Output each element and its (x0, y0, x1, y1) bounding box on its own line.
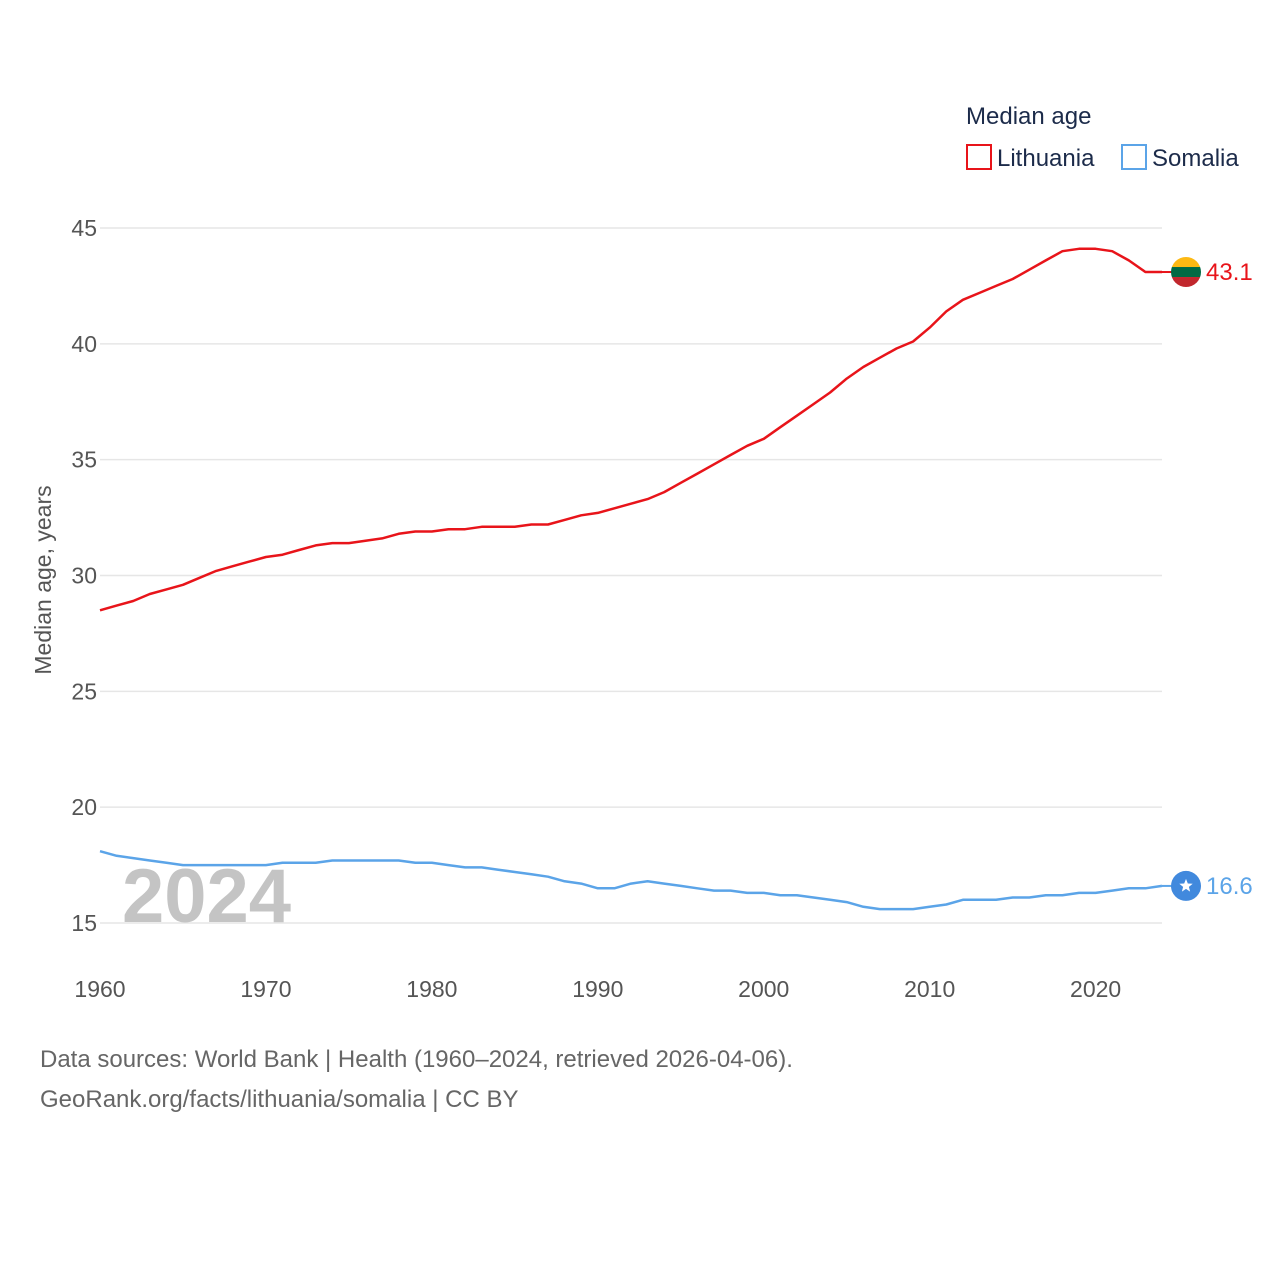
x-tick-label: 2000 (738, 976, 789, 1002)
legend-item-somalia[interactable]: Somalia (1121, 144, 1239, 172)
footer: Data sources: World Bank | Health (1960–… (40, 1040, 793, 1120)
line-chart: 15 20 25 30 35 40 45 1960 1970 1980 1990 2000 2010 2… (30, 103, 1253, 1002)
legend-title: Median age (966, 103, 1091, 130)
x-tick-label: 1980 (406, 976, 457, 1002)
y-tick-label: 30 (71, 563, 97, 589)
lithuania-flag-icon (1171, 257, 1201, 288)
x-tick-label: 1970 (240, 976, 291, 1002)
y-tick-label: 15 (71, 910, 97, 936)
end-markers: 43.1 16.6 (1162, 257, 1253, 901)
legend-swatch-lithuania (966, 144, 992, 170)
attribution-link[interactable]: GeoRank.org/facts/lithuania/somalia | CC… (40, 1086, 519, 1113)
legend-label-somalia: Somalia (1152, 145, 1239, 172)
x-tick-label: 1960 (74, 976, 125, 1002)
x-axis-ticks: 1960 1970 1980 1990 2000 2010 2020 (74, 976, 1121, 1002)
legend-label-lithuania: Lithuania (997, 145, 1095, 172)
legend-item-lithuania[interactable]: Lithuania (966, 144, 1095, 172)
series-line-somalia[interactable] (99, 849, 1163, 911)
legend: Median age Lithuania Somalia (966, 103, 1239, 172)
year-watermark: 2024 (122, 854, 291, 939)
y-axis-ticks: 15 20 25 30 35 40 45 (71, 215, 97, 936)
gridlines (100, 227, 1162, 924)
x-tick-label: 1990 (572, 976, 623, 1002)
legend-swatch-somalia (1121, 144, 1147, 170)
y-tick-label: 35 (71, 447, 97, 473)
data-source-text: Data sources: World Bank | Health (1960–… (40, 1046, 793, 1073)
series-line-lithuania[interactable] (99, 247, 1162, 612)
x-tick-label: 2010 (904, 976, 955, 1002)
y-tick-label: 25 (71, 678, 97, 704)
y-tick-label: 40 (71, 331, 97, 357)
x-tick-label: 2020 (1070, 976, 1121, 1002)
end-value-label-lithuania: 43.1 (1206, 259, 1253, 286)
end-value-label-somalia: 16.6 (1206, 873, 1253, 900)
y-tick-label: 45 (71, 215, 97, 241)
series-lines (99, 247, 1163, 911)
y-tick-label: 20 (71, 794, 97, 820)
y-axis-label: Median age, years (30, 485, 56, 674)
somalia-flag-icon (1171, 870, 1201, 901)
